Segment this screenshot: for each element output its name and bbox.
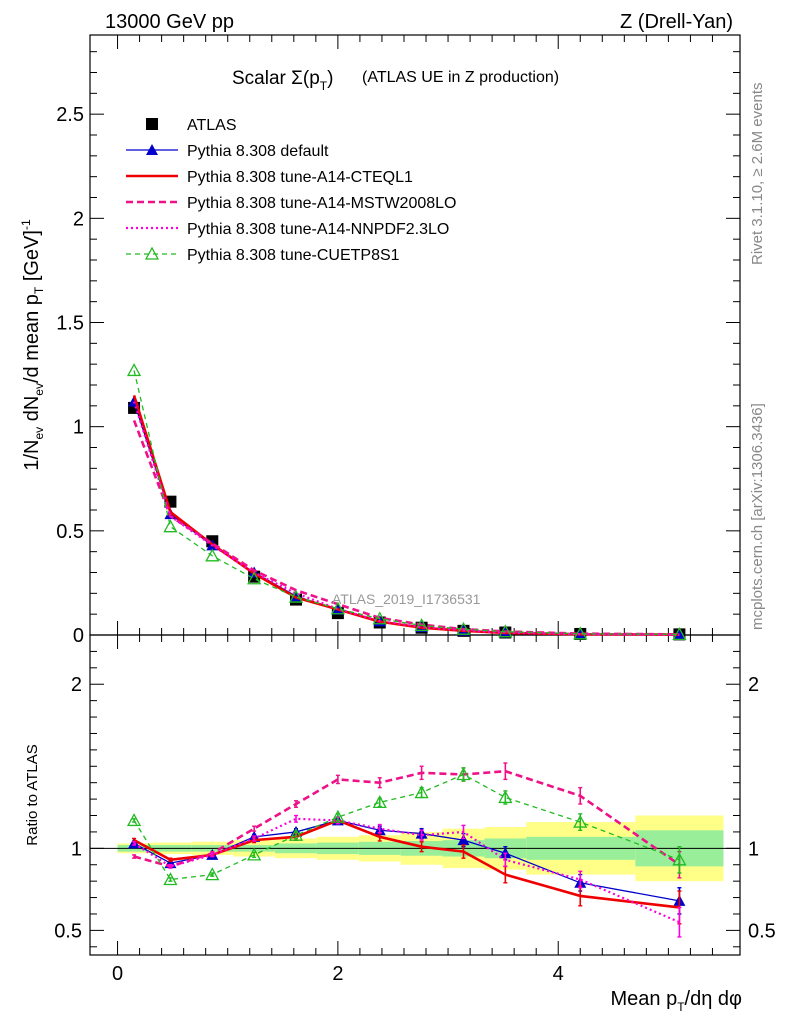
axis-tick-labels: 0 0.5 1 1.5 2 2.5 0 2 4 0.5 0.5 1 1 2 2 — [54, 104, 776, 985]
ylabel-part-6: [GeV] — [21, 230, 43, 287]
main-point-5-3 — [247, 571, 262, 585]
legend-label-0: ATLAS — [187, 117, 237, 134]
legend-entry-1: Pythia 8.308 default — [126, 143, 329, 160]
ylabel-part-3: ev — [32, 383, 46, 396]
ylabel-part-7: -1 — [19, 219, 33, 230]
legend-label-2: Pythia 8.308 tune-A14-CTEQL1 — [187, 169, 413, 186]
mcplots-label: mcplots.cern.ch [arXiv:1306.3436] — [749, 403, 766, 630]
legend: ATLAS Pythia 8.308 default Pythia 8.308 tu… — [126, 117, 456, 264]
xlabel-part-0: Mean p — [610, 988, 677, 1010]
main-point-5-5 — [330, 601, 345, 615]
ylabel-part-2: dN — [21, 396, 43, 427]
ylabel-part-0: 1/N — [21, 440, 43, 471]
main-title: Scalar Σ(pT) — [232, 68, 333, 93]
legend-label-3: Pythia 8.308 tune-A14-MSTW2008LO — [187, 195, 456, 212]
main-title-suffix: (ATLAS UE in Z production) — [362, 69, 559, 86]
main-point-5-0 — [126, 363, 142, 377]
ratio-point-4-5 — [330, 809, 345, 823]
legend-entry-2: Pythia 8.308 tune-A14-CTEQL1 — [126, 169, 413, 186]
ratio-point-4-8 — [456, 767, 471, 781]
legend-swatch-marker — [146, 118, 158, 130]
ylabel-part-1: ev — [32, 427, 46, 440]
ratio-point-4-4 — [288, 827, 304, 841]
main-title-prefix: Scalar Σ(p — [232, 68, 320, 89]
legend-label-4: Pythia 8.308 tune-A14-NNPDF2.3LO — [187, 221, 449, 238]
legend-swatch-marker — [146, 144, 158, 155]
ratio-ytick-label-left: 1 — [71, 838, 82, 860]
ratio-series-3 — [132, 814, 682, 938]
ratio-line-2 — [133, 769, 681, 868]
ratio-point-4-3 — [247, 847, 262, 861]
ratio-ylabel: Ratio to ATLAS — [24, 744, 41, 845]
legend-swatch-marker — [144, 246, 160, 260]
ratio-ytick-label-left: 2 — [71, 674, 82, 696]
main-ytick-label: 2 — [73, 208, 84, 230]
ratio-point-4-7 — [414, 785, 429, 799]
ratio-point-4-1 — [163, 872, 178, 886]
ratio-ytick-label-right: 0.5 — [748, 920, 776, 942]
main-point-5-4 — [288, 589, 304, 603]
legend-entry-4: Pythia 8.308 tune-A14-NNPDF2.3LO — [126, 221, 449, 238]
main-point-5-11 — [672, 627, 687, 641]
ratio-line-1 — [133, 819, 680, 909]
rivet-label: Rivet 3.1.10, ≥ 2.6M events — [749, 83, 766, 266]
xlabel-part-2: /dη dφ — [685, 988, 742, 1010]
ratio-line-3 — [133, 817, 680, 924]
main-point-5-10 — [573, 626, 588, 640]
main-ytick-label: 1 — [73, 417, 84, 439]
main-point-5-6 — [372, 611, 387, 625]
ratio-point-4-9 — [498, 790, 513, 804]
ratio-point-0-8 — [457, 834, 470, 846]
ratio-series-group — [126, 762, 687, 938]
main-ytick-label: 1.5 — [56, 313, 84, 335]
axis-ticks — [90, 35, 740, 955]
ylabel-part-4: /d mean p — [21, 294, 43, 383]
ratio-xlabel: Mean pT/dη dφ — [610, 988, 742, 1014]
main-series-group — [126, 363, 687, 641]
header-left: 13000 GeV pp — [105, 11, 234, 33]
main-point-5-7 — [414, 618, 429, 632]
ratio-xtick-label: 2 — [332, 963, 343, 985]
main-series-3 — [132, 419, 680, 636]
ratio-xtick-label: 4 — [553, 963, 564, 985]
ratio-panel-frame — [89, 634, 741, 956]
main-ytick-label: 0 — [73, 625, 84, 647]
main-ytick-label: 0.5 — [56, 521, 84, 543]
ratio-xtick-label: 0 — [112, 963, 123, 985]
legend-entry-0: ATLAS — [146, 117, 237, 134]
ratio-ytick-label-right: 2 — [748, 674, 759, 696]
main-point-5-8 — [456, 621, 471, 635]
ratio-point-4-2 — [205, 867, 220, 881]
legend-entry-3: Pythia 8.308 tune-A14-MSTW2008LO — [126, 195, 456, 212]
ratio-point-4-0 — [126, 813, 142, 827]
legend-label-1: Pythia 8.308 default — [187, 143, 329, 160]
legend-label-5: Pythia 8.308 tune-CUETP8S1 — [187, 247, 400, 264]
ratio-ytick-label-left: 0.5 — [54, 920, 82, 942]
main-title-close: ) — [327, 68, 333, 89]
ratio-ytick-label-right: 1 — [748, 838, 759, 860]
main-line-3 — [132, 419, 680, 636]
main-point-5-9 — [498, 624, 513, 638]
main-series-5 — [126, 363, 687, 641]
header-right: Z (Drell-Yan) — [620, 11, 733, 33]
main-line-5 — [133, 370, 680, 636]
main-title-sub: T — [320, 79, 328, 93]
analysis-watermark: ATLAS_2019_I1736531 — [332, 591, 481, 607]
main-ylabel: 1/Nev dNev/d mean pT [GeV]-1 — [19, 219, 46, 471]
main-point-5-1 — [163, 519, 178, 533]
main-point-5-2 — [205, 548, 220, 562]
legend-entry-5: Pythia 8.308 tune-CUETP8S1 — [126, 246, 400, 264]
ratio-point-4-11 — [672, 852, 687, 866]
ratio-point-4-10 — [573, 814, 588, 828]
main-ytick-label: 2.5 — [56, 104, 84, 126]
ylabel-part-5: T — [32, 286, 46, 294]
ratio-line-4 — [133, 773, 680, 881]
xlabel-part-1: T — [677, 1000, 685, 1014]
ratio-point-4-6 — [372, 795, 387, 809]
ratio-series-4 — [126, 767, 687, 886]
